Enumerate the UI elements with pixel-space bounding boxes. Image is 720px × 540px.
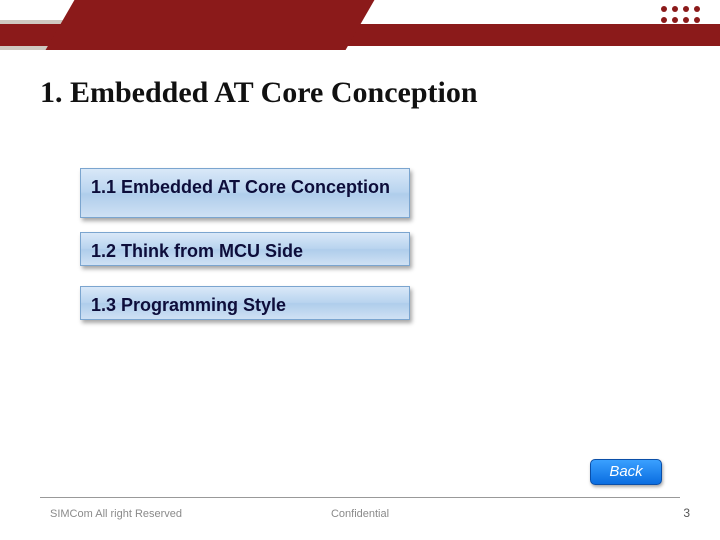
page-title: 1. Embedded AT Core Conception — [40, 76, 478, 110]
toc-item-1-3[interactable]: 1.3 Programming Style — [80, 286, 410, 320]
footer-center-text: Confidential — [0, 508, 720, 520]
footer-divider — [40, 497, 680, 498]
decor-red-parallelogram — [46, 0, 375, 50]
toc-item-1-2[interactable]: 1.2 Think from MCU Side — [80, 232, 410, 266]
slide: 1. Embedded AT Core Conception 1.1 Embed… — [0, 0, 720, 540]
back-button[interactable]: Back — [590, 459, 662, 485]
page-number: 3 — [683, 506, 690, 520]
decor-dot-grid-icon — [661, 6, 702, 47]
toc-item-1-1[interactable]: 1.1 Embedded AT Core Conception — [80, 168, 410, 218]
